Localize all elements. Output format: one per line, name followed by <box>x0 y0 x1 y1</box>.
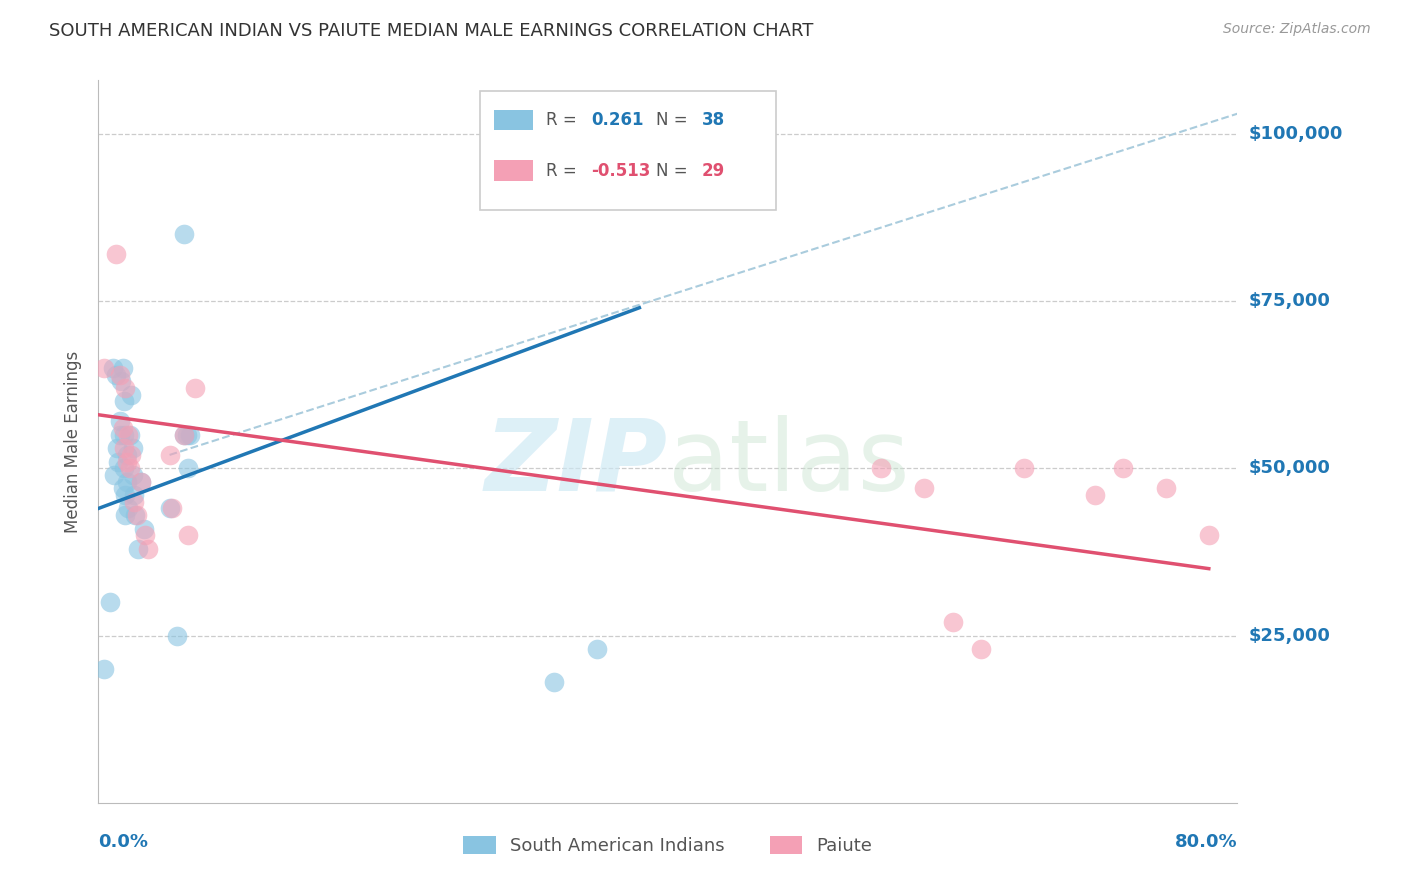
Point <box>114 508 136 523</box>
Point <box>159 448 181 462</box>
Text: 80.0%: 80.0% <box>1174 833 1237 851</box>
Point <box>107 454 129 469</box>
Point <box>129 475 152 489</box>
Point <box>93 361 115 376</box>
Point <box>173 427 195 442</box>
Point <box>166 628 188 642</box>
Point <box>912 482 935 496</box>
Point <box>117 427 139 442</box>
Text: SOUTH AMERICAN INDIAN VS PAIUTE MEDIAN MALE EARNINGS CORRELATION CHART: SOUTH AMERICAN INDIAN VS PAIUTE MEDIAN M… <box>49 22 814 40</box>
Point <box>132 521 155 535</box>
Point <box>93 662 115 676</box>
Point <box>1112 461 1135 475</box>
Text: R =: R = <box>546 111 582 129</box>
Point <box>136 541 159 556</box>
Text: 0.261: 0.261 <box>592 111 644 129</box>
Point <box>115 454 138 469</box>
Point <box>585 642 607 657</box>
FancyBboxPatch shape <box>494 161 533 181</box>
Point <box>118 427 141 442</box>
Text: 38: 38 <box>702 111 725 129</box>
Point <box>124 508 146 523</box>
Point <box>1154 482 1177 496</box>
Point <box>177 461 200 475</box>
Point <box>121 467 143 482</box>
Text: Source: ZipAtlas.com: Source: ZipAtlas.com <box>1223 22 1371 37</box>
Text: R =: R = <box>546 161 582 179</box>
Point <box>108 368 131 382</box>
Point <box>104 368 127 382</box>
Point <box>103 467 125 482</box>
Point <box>122 494 145 508</box>
Point <box>162 501 184 516</box>
Text: $50,000: $50,000 <box>1249 459 1330 477</box>
Point <box>112 461 135 475</box>
Point <box>115 475 138 489</box>
Point <box>173 427 195 442</box>
Point <box>98 595 121 609</box>
Text: N =: N = <box>657 161 693 179</box>
FancyBboxPatch shape <box>494 110 533 130</box>
Text: $75,000: $75,000 <box>1249 292 1330 310</box>
Point <box>176 427 198 442</box>
Point <box>121 441 143 455</box>
Point <box>870 461 893 475</box>
Point <box>127 541 149 556</box>
Text: -0.513: -0.513 <box>592 161 651 179</box>
Point <box>104 247 127 261</box>
Point <box>1198 528 1220 542</box>
Point <box>125 508 148 523</box>
Point <box>970 642 993 657</box>
Point <box>117 501 139 516</box>
Point <box>173 227 195 241</box>
Point <box>543 675 565 690</box>
Point <box>111 482 134 496</box>
Point <box>112 427 135 442</box>
Point <box>112 441 135 455</box>
Point <box>101 361 124 376</box>
FancyBboxPatch shape <box>479 91 776 211</box>
Point <box>108 414 131 428</box>
Point <box>115 448 138 462</box>
Y-axis label: Median Male Earnings: Median Male Earnings <box>65 351 83 533</box>
Point <box>1084 488 1107 502</box>
Point <box>129 475 152 489</box>
Text: ZIP: ZIP <box>485 415 668 512</box>
Text: 29: 29 <box>702 161 725 179</box>
Point <box>111 421 134 435</box>
Point <box>184 381 207 395</box>
Point <box>120 448 142 462</box>
Text: 0.0%: 0.0% <box>98 833 149 851</box>
Text: $100,000: $100,000 <box>1249 125 1343 143</box>
Point <box>122 488 145 502</box>
Point <box>134 528 156 542</box>
Point <box>118 461 141 475</box>
Text: atlas: atlas <box>668 415 910 512</box>
Point <box>179 427 201 442</box>
Point <box>105 441 128 455</box>
Point <box>114 381 136 395</box>
Point <box>177 528 200 542</box>
Text: $25,000: $25,000 <box>1249 626 1330 645</box>
Point <box>111 361 134 376</box>
Text: N =: N = <box>657 111 693 129</box>
Point <box>112 394 135 409</box>
Point <box>120 387 142 401</box>
Point <box>110 375 132 389</box>
Point <box>108 427 131 442</box>
Point <box>1012 461 1035 475</box>
Point <box>942 615 965 630</box>
Point <box>114 488 136 502</box>
Legend: South American Indians, Paiute: South American Indians, Paiute <box>456 830 880 863</box>
Point <box>159 501 181 516</box>
